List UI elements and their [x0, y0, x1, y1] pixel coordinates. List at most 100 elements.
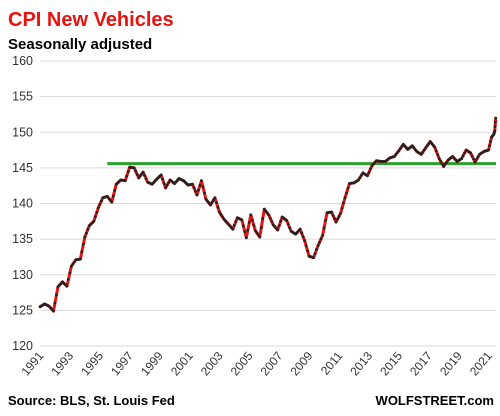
data-point — [192, 186, 196, 190]
data-point — [113, 188, 117, 192]
data-point — [108, 198, 112, 202]
data-point — [369, 167, 372, 171]
data-point — [200, 179, 203, 183]
x-tick-label: 2007 — [258, 349, 286, 379]
x-tick-label: 2005 — [228, 349, 256, 379]
data-point — [255, 231, 259, 235]
data-point — [439, 159, 443, 163]
data-point — [430, 142, 434, 145]
data-point — [357, 178, 360, 182]
data-point — [340, 206, 344, 210]
data-point — [268, 216, 272, 220]
chart-title: CPI New Vehicles — [8, 9, 174, 31]
data-point — [460, 157, 464, 161]
data-point — [494, 120, 497, 124]
data-point — [422, 148, 426, 152]
x-tick-label: 1997 — [108, 349, 136, 379]
y-tick-label: 135 — [12, 232, 33, 246]
data-point — [436, 153, 440, 157]
data-point — [67, 278, 70, 281]
data-point — [244, 236, 248, 240]
data-point — [216, 205, 220, 209]
data-point — [277, 224, 281, 227]
data-point — [259, 226, 263, 230]
data-point — [134, 169, 138, 173]
data-point — [445, 160, 449, 164]
data-point — [132, 166, 136, 170]
data-point — [413, 148, 417, 151]
data-point — [394, 153, 398, 156]
data-point — [71, 262, 75, 266]
data-point — [253, 229, 257, 232]
data-point — [53, 301, 57, 305]
data-point — [494, 116, 498, 120]
data-point — [461, 154, 465, 158]
data-point — [392, 155, 396, 158]
data-point — [339, 212, 342, 215]
data-point — [285, 219, 289, 223]
data-point — [267, 213, 271, 217]
x-tick-label: 2003 — [198, 349, 226, 379]
data-point — [95, 210, 99, 214]
data-point — [92, 219, 96, 223]
data-point — [249, 213, 253, 217]
y-tick-label: 130 — [12, 268, 33, 282]
data-point — [345, 191, 348, 195]
data-point — [315, 248, 318, 251]
data-point — [243, 230, 247, 234]
data-point — [256, 233, 260, 237]
data-point — [246, 228, 250, 232]
data-point — [72, 260, 76, 264]
data-point — [204, 197, 208, 201]
x-tick-label: 2009 — [288, 349, 316, 379]
data-point — [234, 220, 238, 223]
data-point — [195, 193, 199, 197]
data-point — [298, 227, 302, 231]
data-point — [324, 218, 327, 222]
x-tick-label: 1993 — [48, 349, 76, 379]
chart-subtitle: Seasonally adjusted — [8, 36, 152, 53]
y-tick-label: 125 — [12, 303, 33, 317]
data-point — [141, 170, 145, 174]
data-point — [316, 244, 320, 247]
data-point — [191, 182, 194, 186]
data-point — [138, 174, 142, 178]
data-point — [303, 239, 307, 242]
data-point — [358, 176, 362, 180]
data-point — [398, 147, 402, 151]
source-note: Source: BLS, St. Louis Fed — [8, 393, 175, 408]
data-point — [252, 223, 256, 227]
x-axis-ticks: 1991 1993 1995 1997 1999 2001 2003 2005 2007 2009… — [18, 349, 495, 379]
data-point — [96, 206, 100, 210]
data-point — [343, 196, 347, 200]
data-point — [333, 217, 336, 221]
data-point — [111, 194, 115, 198]
data-point — [330, 210, 333, 214]
x-tick-label: 2013 — [347, 349, 375, 379]
x-tick-label: 2001 — [168, 349, 196, 379]
data-point — [434, 149, 438, 153]
data-point — [110, 200, 114, 204]
data-point — [143, 174, 147, 177]
data-point — [476, 155, 480, 159]
data-point — [81, 242, 85, 246]
data-point — [419, 152, 423, 156]
data-point — [425, 144, 429, 148]
x-tick-label: 2021 — [467, 349, 495, 379]
data-point — [52, 309, 55, 313]
data-point — [304, 244, 308, 248]
data-point — [206, 199, 209, 203]
data-point — [78, 257, 82, 261]
data-point — [201, 185, 205, 189]
data-point — [264, 209, 268, 213]
data-point — [165, 183, 169, 187]
data-point — [86, 227, 90, 231]
data-point — [194, 189, 197, 193]
data-point — [400, 145, 404, 148]
data-point — [286, 222, 290, 226]
data-point — [410, 144, 414, 148]
data-point — [366, 174, 369, 178]
data-point — [241, 224, 245, 228]
x-tick-label: 1995 — [78, 349, 106, 379]
data-point — [421, 150, 425, 154]
